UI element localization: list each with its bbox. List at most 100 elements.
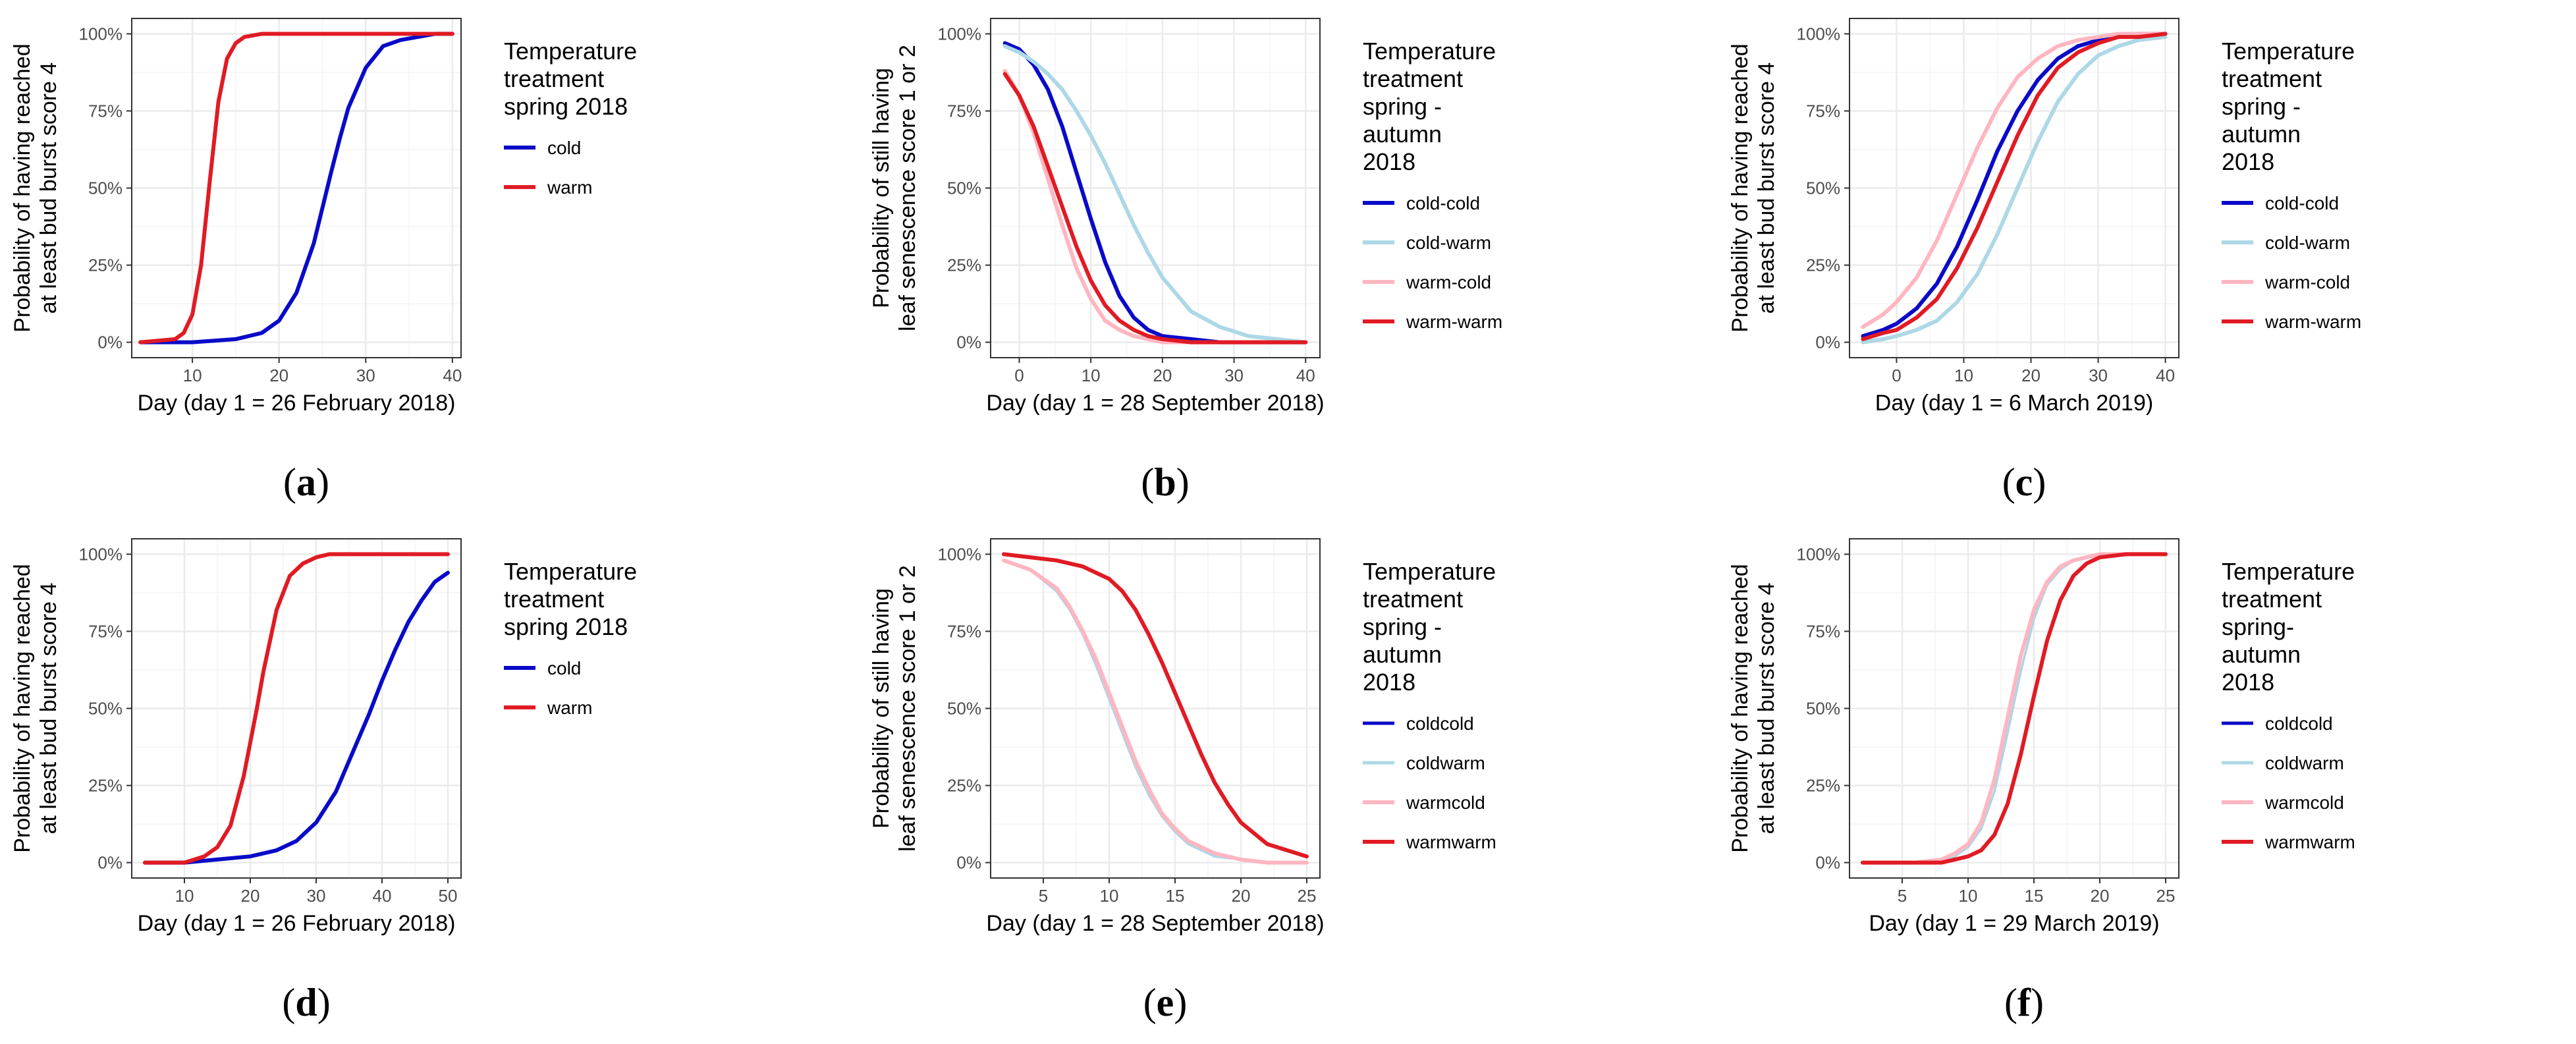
legend-label-warm-cold: warm-cold [2264,272,2350,292]
x-tick-label: 25 [2156,886,2176,906]
y-tick-label: 50% [947,179,981,198]
y-tick-label: 100% [938,544,982,564]
series-line-cold [138,32,454,344]
y-axis-title-line: Probability of having reached [1728,43,1753,333]
y-tick-label: 50% [1806,179,1840,198]
panel-f: 5 10 15 20 25 0% 25% 50% 75% 100% Day (day 1 = 29 … [1718,520,2574,1044]
legend-label-warmcold: warmcold [1406,792,1485,813]
x-tick-label: 40 [443,366,462,385]
y-tick-label: 75% [88,101,123,121]
legend-label-cold: cold [547,658,581,678]
y-tick-label: 100% [1797,24,1841,43]
y-tick-label: 50% [88,179,123,198]
panel-letter: b [1154,460,1176,504]
panel-label: (e) [1143,981,1188,1024]
y-tick-label: 0% [97,853,123,873]
panel-d: 10 20 30 40 50 0% 25% 50% 75% 100% Day (day 1 = 26… [0,520,856,1044]
legend-label-warmwarm: warmwarm [2264,832,2355,852]
x-tick-label: 30 [307,886,326,906]
legend-label-cold-warm: cold-warm [1406,233,1491,253]
chart-e: 5 10 15 20 25 0% 25% 50% 75% 100% Day (day 1 = 28 … [869,538,1496,1024]
y-tick-label: 75% [1806,621,1840,641]
panel-letter: a [296,460,316,504]
y-tick-label: 100% [1797,544,1841,564]
y-tick-label: 0% [1815,853,1840,873]
x-tick-label: 10 [183,366,202,385]
y-axis-title-line: Probability of having reached [10,43,35,333]
legend-title-line: autumn [2222,121,2301,148]
legend-label-cold-cold: cold-cold [2265,193,2339,213]
y-tick-label: 25% [947,256,981,275]
x-tick-label: 50 [439,886,458,906]
chart-d: 10 20 30 40 50 0% 25% 50% 75% 100% Day (day 1 = 26… [10,538,637,1024]
x-tick-label: 5 [1898,886,1907,906]
legend-label-warm-cold: warm-cold [1406,272,1491,292]
legend-label-coldcold: coldcold [1406,713,1474,734]
y-tick-label: 50% [947,699,981,719]
legend-title-line: autumn [1363,641,1442,668]
legend-label-cold-cold: cold-cold [1406,193,1480,213]
gridlines [991,18,1320,358]
panel-label: (c) [2002,460,2046,504]
x-tick-label: 20 [241,886,260,906]
y-tick-label: 100% [938,24,982,43]
series-line-warmwarm [1002,552,1309,859]
legend-label-cold: cold [547,138,581,158]
legend-title-line: Temperature [504,558,637,585]
legend-title-line: spring 2018 [504,613,628,640]
y-tick-label: 75% [88,621,123,641]
y-tick-label: 0% [956,333,981,352]
x-tick-label: 30 [356,366,375,385]
series-line-warmcold [1861,552,2168,865]
legend-label-cold-warm: cold-warm [2265,233,2350,253]
series-line-warm-warm [1861,32,2168,341]
gridlines [1850,18,2179,358]
gridlines [1850,539,2179,878]
x-tick-label: 0 [1014,366,1024,385]
legend-title-line: 2018 [1363,669,1415,696]
x-axis-title: Day (day 1 = 29 March 2019) [1869,911,2159,936]
legend-label-warmcold: warmcold [2264,792,2344,813]
legend-title-line: spring - [2222,93,2301,120]
legend-label-coldwarm: coldwarm [2265,753,2344,773]
legend-title-line: treatment [2222,586,2322,613]
legend-title-line: Temperature [2222,38,2355,65]
y-tick-label: 75% [947,621,981,641]
chart-b: 0 10 20 30 40 0% 25% 50% 75% 100% Day (day 1 = 28 … [869,18,1502,504]
series-line-cold [143,570,450,865]
x-tick-label: 20 [269,366,288,385]
panel-a: 10 20 30 40 0% 25% 50% 75% 100% Day (day 1 = 26 F… [0,0,856,524]
x-tick-label: 10 [1959,886,1978,906]
y-axis-title-line: at least bud burst score 4 [36,63,61,314]
series-line-warm-warm [1002,72,1308,344]
x-tick-label: 40 [373,886,392,906]
legend-title-line: autumn [1363,121,1442,148]
panel-label: (d) [282,981,330,1024]
legend-title-line: Temperature [1363,38,1496,65]
series-line-cold-warm [1861,35,2168,344]
y-tick-label: 0% [1815,333,1840,352]
x-tick-label: 20 [2091,886,2110,906]
y-tick-label: 75% [947,101,981,121]
y-axis-title-line: Probability of still having [869,588,894,829]
x-axis-title: Day (day 1 = 28 September 2018) [986,391,1324,416]
y-tick-label: 25% [88,256,123,275]
x-axis-title: Day (day 1 = 6 March 2019) [1875,391,2153,416]
x-tick-label: 0 [1892,366,1901,385]
panel-letter: f [2017,981,2031,1024]
x-tick-label: 30 [2089,366,2108,385]
series-line-warm [138,32,454,344]
legend-label-warmwarm: warmwarm [1406,832,1496,852]
legend-title-line: treatment [1363,65,1463,92]
x-tick-label: 25 [1298,886,1317,906]
x-tick-label: 15 [2025,886,2044,906]
x-tick-label: 20 [1153,366,1172,385]
x-tick-label: 40 [2156,366,2175,385]
y-axis-title-line: Probability of having reached [10,564,35,853]
x-tick-label: 10 [1100,886,1119,906]
panel-label: (b) [1141,460,1189,504]
y-axis-title-line: at least bud burst score 4 [1754,63,1779,314]
